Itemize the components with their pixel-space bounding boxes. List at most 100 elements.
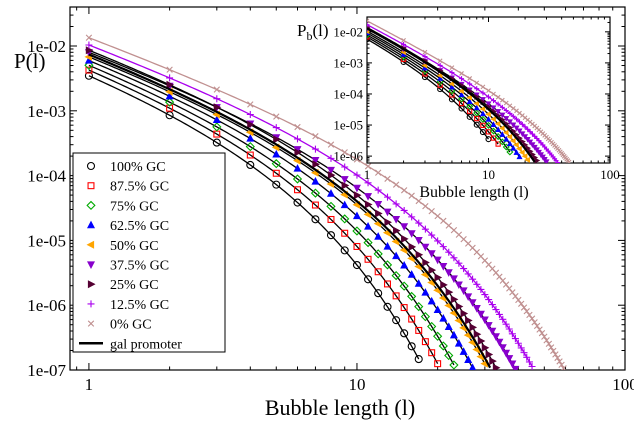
main-data-point	[272, 149, 281, 158]
inset-data-point	[367, 22, 370, 28]
main-data-point	[428, 266, 437, 275]
legend-item: 37.5% GC	[87, 259, 169, 274]
main-data-point	[449, 275, 458, 283]
main-data-point	[459, 347, 468, 355]
main-plot: 1 10 100 1e-07 1e-06 1e-05 1e-04 1e-03 1e-02 Bubb…	[14, 6, 634, 420]
main-data-point	[341, 181, 350, 190]
main-data-point	[245, 142, 255, 152]
inset-data-point	[513, 149, 520, 155]
inset-data-point	[486, 88, 491, 93]
legend-item: 50% GC	[86, 239, 159, 254]
inset-data-point	[522, 134, 529, 140]
inset-series-9	[367, 27, 536, 163]
main-x-tick-label: 10	[348, 375, 365, 394]
main-series-line	[88, 59, 474, 369]
legend-marker	[86, 161, 96, 171]
main-y-axis-label: P(l)	[14, 49, 46, 73]
main-data-point	[374, 232, 383, 240]
inset-data-point	[555, 160, 561, 163]
main-data-point	[468, 299, 477, 307]
main-data-point	[384, 280, 391, 288]
inset-data-point	[437, 82, 443, 88]
inset-data-point	[516, 128, 523, 135]
main-data-point	[552, 351, 559, 358]
main-data-point	[492, 363, 501, 370]
inset-data-point	[566, 159, 572, 163]
main-data-point	[399, 281, 409, 291]
main-data-point	[272, 124, 280, 132]
main-data-point	[485, 296, 493, 304]
main-data-point	[428, 231, 436, 239]
legend-item: 100% GC	[86, 160, 166, 175]
inset-data-point	[502, 129, 509, 136]
main-data-point	[511, 335, 519, 343]
inset-data-point	[494, 120, 501, 127]
main-data-point	[485, 350, 494, 359]
legend-item: 25% GC	[87, 278, 159, 293]
inset-data-point	[466, 94, 472, 101]
main-data-point	[560, 365, 567, 370]
main-data-point	[272, 169, 280, 177]
inset-data-point	[459, 76, 465, 82]
main-data-point	[465, 316, 473, 325]
main-data-point	[273, 113, 280, 120]
inset-data-point	[485, 101, 492, 108]
main-data-point	[310, 188, 321, 198]
main-data-point	[340, 246, 349, 255]
main-series-8	[85, 34, 567, 370]
inset-data-point	[495, 101, 501, 107]
legend: 100% GC 87.5% GC 75% GC 62.5% GC 50% GC 37.5%…	[72, 152, 226, 353]
main-data-point	[440, 217, 447, 225]
inset-data-point	[495, 109, 502, 115]
main-data-point	[505, 355, 514, 363]
inset-plot: 1 10 100 1e-06 1e-05 1e-04 1e-03 1e-02 Pb(l) Bubb…	[297, 16, 620, 201]
inset-data-point	[495, 141, 501, 147]
inset-data-point	[422, 49, 428, 55]
legend-label: gal promoter	[110, 337, 182, 352]
inset-data-point	[503, 107, 509, 113]
main-data-point	[454, 281, 463, 290]
main-data-point	[415, 326, 423, 334]
main-data-point	[469, 363, 477, 370]
main-data-point	[495, 338, 504, 347]
main-data-point	[293, 198, 302, 207]
inset-data-point	[495, 94, 501, 100]
main-data-point	[391, 270, 401, 281]
inset-data-point	[506, 140, 513, 147]
main-data-point	[509, 289, 516, 296]
main-data-point	[407, 342, 416, 351]
inset-data-point	[507, 110, 513, 116]
main-data-point	[434, 237, 442, 245]
main-data-point	[428, 349, 436, 357]
inset-data-point	[490, 116, 496, 123]
main-data-point	[392, 200, 400, 208]
main-data-point	[421, 338, 429, 346]
main-data-point	[213, 103, 222, 112]
main-data-point	[383, 241, 392, 250]
main-data-point	[450, 254, 458, 262]
inset-data-point	[473, 104, 480, 111]
main-data-point	[400, 260, 409, 269]
main-data-point	[408, 213, 416, 221]
main-data-point	[434, 273, 443, 282]
main-data-point	[511, 365, 520, 370]
inset-data-point	[529, 131, 535, 137]
legend-box	[72, 152, 226, 353]
main-data-point	[445, 248, 453, 256]
legend-marker	[86, 240, 95, 249]
inset-y-tick-label: 1e-06	[333, 149, 363, 164]
main-data-point	[364, 255, 372, 263]
main-data-point	[352, 226, 362, 236]
inset-series-line	[367, 30, 529, 161]
main-data-point	[477, 285, 485, 293]
inset-data-point	[543, 159, 550, 163]
main-x-tick-label: 1	[85, 375, 94, 394]
inset-data-point	[367, 18, 370, 24]
inset-data-point	[421, 62, 428, 69]
main-data-point	[538, 329, 546, 337]
main-data-point	[536, 326, 543, 333]
main-data-point	[444, 269, 453, 277]
main-data-point	[212, 138, 221, 147]
main-data-point	[352, 211, 361, 220]
